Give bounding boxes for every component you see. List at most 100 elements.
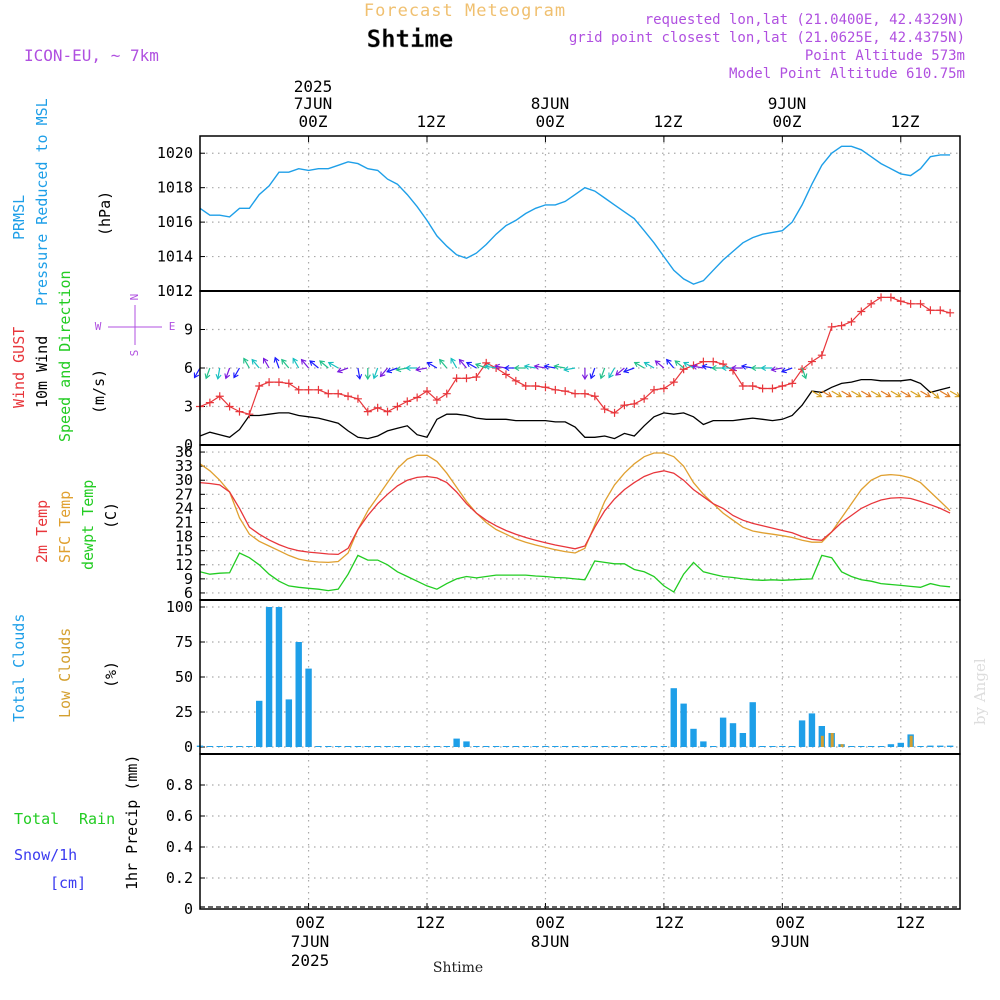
y-tick-label: 18 bbox=[175, 528, 193, 546]
y-tick-label: 6 bbox=[184, 359, 193, 377]
gust-marker bbox=[205, 398, 214, 407]
wind-arrow-head bbox=[372, 373, 379, 380]
total-cloud-bar bbox=[305, 668, 312, 747]
total-cloud-bar bbox=[226, 746, 233, 747]
y-tick-label: 36 bbox=[175, 443, 193, 461]
wind-arrow-head bbox=[543, 363, 550, 370]
gust-marker bbox=[551, 385, 560, 394]
wind-arrow bbox=[328, 361, 339, 369]
snow-label: Snow/1h bbox=[14, 846, 77, 864]
wind-arrow bbox=[217, 367, 221, 379]
wind-arrow-head bbox=[622, 367, 629, 374]
y-tick-label: 1016 bbox=[157, 213, 193, 231]
sfc-temp-label: SFC Temp bbox=[56, 491, 74, 563]
wind-arrow bbox=[524, 365, 536, 369]
wind-arrow bbox=[811, 390, 822, 398]
wind-arrow-head bbox=[691, 363, 698, 370]
gust-marker bbox=[344, 392, 353, 401]
total-cloud-bar bbox=[256, 700, 263, 747]
total-cloud-bar bbox=[808, 713, 816, 747]
top-day-label: 7JUN bbox=[294, 94, 333, 113]
wind-arrow-head bbox=[364, 374, 371, 381]
wind-arrow-head bbox=[438, 358, 445, 365]
total-cloud-bar bbox=[364, 746, 371, 747]
wind-arrow-head bbox=[654, 360, 661, 366]
top-year-label: 2025 bbox=[294, 77, 333, 96]
wind-arrow bbox=[544, 365, 556, 369]
wind-arrow-head bbox=[465, 361, 472, 368]
wind-arrow bbox=[373, 367, 379, 379]
total-cloud-bar bbox=[423, 746, 431, 747]
y-tick-label: 100 bbox=[166, 598, 193, 616]
panel-frame bbox=[199, 753, 961, 910]
wind-arrow-head bbox=[336, 367, 343, 374]
bottom-time-tick: 12Z bbox=[655, 913, 684, 932]
y-tick-label: 12 bbox=[175, 282, 193, 300]
gust-marker bbox=[877, 293, 886, 302]
rain-total-label: Total bbox=[14, 810, 59, 828]
total-cloud-bar bbox=[206, 746, 214, 747]
bottom-day-label: 7JUN bbox=[291, 932, 330, 951]
wind-arrow-head bbox=[395, 366, 402, 373]
gust-marker bbox=[284, 379, 293, 388]
wind-arrow bbox=[309, 360, 319, 369]
compass-south: S bbox=[128, 350, 141, 357]
wind-arrow-head bbox=[426, 361, 433, 368]
wind-arrow bbox=[949, 390, 960, 398]
model-label: ICON-EU, ~ 7km bbox=[24, 46, 159, 65]
y-tick-label: 15 bbox=[175, 542, 193, 560]
total-cloud-bar bbox=[275, 607, 283, 747]
gust-marker bbox=[630, 399, 639, 408]
pressure-side-labels: PRMSL Pressure Reduced to MSL (hPa) bbox=[10, 98, 114, 306]
total-cloud-bar bbox=[413, 746, 421, 747]
total-cloud-bar bbox=[295, 642, 302, 747]
total-cloud-bar bbox=[344, 746, 352, 747]
gust-marker bbox=[373, 403, 382, 412]
wind-arrow-head bbox=[533, 363, 540, 370]
gust-marker bbox=[274, 378, 283, 387]
wind-arrow-head bbox=[379, 371, 386, 378]
wind-arrow-head bbox=[666, 358, 672, 365]
wind-arrow-head bbox=[193, 372, 200, 379]
wind-arrow bbox=[233, 367, 241, 378]
temp-unit: (C) bbox=[102, 502, 120, 529]
total-clouds-label: Total Clouds bbox=[10, 614, 28, 722]
wind-arrow bbox=[225, 367, 231, 379]
gust-marker bbox=[679, 365, 688, 374]
wind-arrow-head bbox=[273, 356, 280, 363]
wind-arrow-head bbox=[875, 391, 882, 398]
wind-arrow bbox=[771, 367, 783, 371]
wind-arrow-head bbox=[933, 393, 940, 399]
wind-arrow bbox=[841, 390, 852, 398]
wind-arrow bbox=[301, 359, 310, 369]
total-cloud-bar bbox=[621, 746, 628, 747]
gust-marker bbox=[324, 389, 333, 398]
wind-arrow bbox=[741, 365, 753, 369]
point-altitude: Point Altitude 573m bbox=[805, 48, 965, 64]
total-cloud-bar bbox=[384, 746, 391, 747]
wind-arrow-head bbox=[503, 364, 510, 372]
wind-arrow-head bbox=[836, 391, 843, 398]
wind10m-line bbox=[199, 378, 951, 440]
total-cloud-bar bbox=[374, 746, 381, 747]
total-cloud-bar bbox=[917, 746, 924, 747]
top-day-label: 8JUN bbox=[531, 94, 570, 113]
wind-arrow-head bbox=[405, 364, 411, 372]
wind-arrow-head bbox=[885, 391, 892, 398]
total-cloud-bar bbox=[502, 746, 510, 747]
y-tick-label: 25 bbox=[175, 703, 193, 721]
wind-arrow bbox=[380, 367, 388, 377]
y-tick-label: 33 bbox=[175, 457, 193, 475]
wind-arrow bbox=[860, 390, 872, 398]
pressure-unit: (hPa) bbox=[96, 191, 114, 236]
total-cloud-bar bbox=[759, 746, 766, 747]
total-cloud-bar bbox=[739, 733, 747, 747]
wind-arrow bbox=[801, 367, 807, 379]
wind10m-label: 10m Wind bbox=[33, 336, 51, 408]
wind-arrow bbox=[205, 367, 211, 379]
gust-marker bbox=[541, 383, 550, 392]
y-tick-label: 75 bbox=[175, 633, 193, 651]
wind-arrow bbox=[427, 361, 438, 369]
gust-marker bbox=[442, 389, 451, 398]
